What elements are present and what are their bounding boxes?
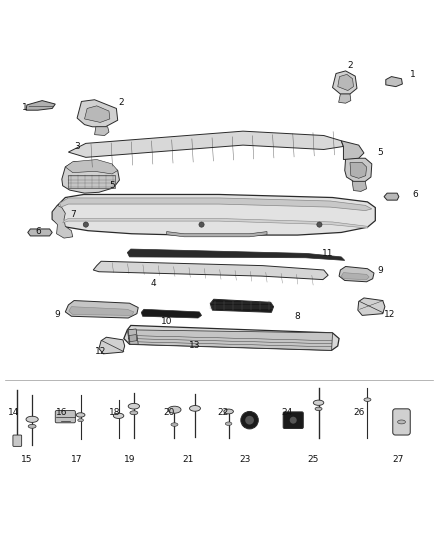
Text: 5: 5 xyxy=(109,181,115,190)
FancyBboxPatch shape xyxy=(55,410,75,423)
Ellipse shape xyxy=(168,406,181,413)
Polygon shape xyxy=(345,158,372,181)
Text: 25: 25 xyxy=(307,455,318,464)
Text: 15: 15 xyxy=(21,455,33,464)
Text: 12: 12 xyxy=(384,310,395,319)
Polygon shape xyxy=(332,71,357,94)
Circle shape xyxy=(83,222,88,227)
Text: 18: 18 xyxy=(109,408,120,417)
Text: 3: 3 xyxy=(74,142,80,151)
Polygon shape xyxy=(68,175,115,188)
Text: 1: 1 xyxy=(22,103,28,111)
Polygon shape xyxy=(358,298,385,316)
Text: 27: 27 xyxy=(392,455,404,464)
Text: 8: 8 xyxy=(295,312,300,321)
Polygon shape xyxy=(339,94,351,103)
Polygon shape xyxy=(63,219,367,228)
Text: 22: 22 xyxy=(218,408,229,417)
Text: 6: 6 xyxy=(413,190,418,199)
Polygon shape xyxy=(384,193,399,200)
Text: 14: 14 xyxy=(8,408,19,417)
Ellipse shape xyxy=(313,400,324,405)
Text: 2: 2 xyxy=(347,61,353,70)
Text: 10: 10 xyxy=(161,317,173,326)
Ellipse shape xyxy=(315,407,322,410)
Polygon shape xyxy=(85,106,110,123)
Polygon shape xyxy=(52,205,73,238)
Circle shape xyxy=(241,411,258,429)
Text: 12: 12 xyxy=(95,347,107,356)
Polygon shape xyxy=(386,77,403,87)
Polygon shape xyxy=(124,326,339,350)
Ellipse shape xyxy=(113,413,124,418)
Text: 6: 6 xyxy=(35,227,41,236)
Polygon shape xyxy=(26,101,55,110)
Text: 9: 9 xyxy=(378,266,383,276)
Ellipse shape xyxy=(28,424,36,428)
Polygon shape xyxy=(141,309,201,318)
Text: 16: 16 xyxy=(56,408,67,417)
Ellipse shape xyxy=(171,423,178,426)
Polygon shape xyxy=(341,272,369,280)
Text: 4: 4 xyxy=(151,279,156,288)
Text: 5: 5 xyxy=(378,149,383,157)
Circle shape xyxy=(245,416,254,425)
Polygon shape xyxy=(352,181,367,191)
Circle shape xyxy=(199,222,204,227)
Text: 19: 19 xyxy=(124,455,135,464)
Polygon shape xyxy=(350,163,367,179)
Ellipse shape xyxy=(398,420,406,424)
Polygon shape xyxy=(28,229,52,236)
Polygon shape xyxy=(127,330,332,350)
Text: 23: 23 xyxy=(240,455,251,464)
Polygon shape xyxy=(338,75,353,91)
Polygon shape xyxy=(68,131,343,157)
Polygon shape xyxy=(341,141,364,159)
Text: 24: 24 xyxy=(281,408,292,417)
Polygon shape xyxy=(69,306,134,316)
Polygon shape xyxy=(62,161,120,193)
Polygon shape xyxy=(60,198,372,211)
Ellipse shape xyxy=(128,403,140,409)
Polygon shape xyxy=(129,335,137,342)
Polygon shape xyxy=(128,329,138,344)
Text: 2: 2 xyxy=(118,98,124,107)
Polygon shape xyxy=(95,127,109,135)
Text: 13: 13 xyxy=(189,341,201,350)
FancyBboxPatch shape xyxy=(283,412,303,429)
Ellipse shape xyxy=(190,406,201,411)
Polygon shape xyxy=(52,195,375,235)
Text: 26: 26 xyxy=(353,408,364,417)
Circle shape xyxy=(317,222,322,227)
Text: 1: 1 xyxy=(410,70,416,79)
Text: 7: 7 xyxy=(70,209,76,219)
Polygon shape xyxy=(210,299,274,312)
Polygon shape xyxy=(99,337,125,354)
Text: 21: 21 xyxy=(183,455,194,464)
Ellipse shape xyxy=(224,409,233,414)
Circle shape xyxy=(290,417,297,424)
Polygon shape xyxy=(77,100,118,127)
Ellipse shape xyxy=(225,422,232,425)
FancyBboxPatch shape xyxy=(13,435,21,446)
FancyBboxPatch shape xyxy=(393,409,410,435)
Polygon shape xyxy=(339,266,374,282)
Ellipse shape xyxy=(364,398,371,401)
Ellipse shape xyxy=(78,418,83,422)
Text: 9: 9 xyxy=(55,310,60,319)
Polygon shape xyxy=(65,159,118,174)
Text: 11: 11 xyxy=(322,249,334,258)
Text: 17: 17 xyxy=(71,455,83,464)
Polygon shape xyxy=(65,301,138,318)
Text: 20: 20 xyxy=(163,408,174,417)
Ellipse shape xyxy=(130,411,138,415)
Ellipse shape xyxy=(26,416,38,422)
Polygon shape xyxy=(127,249,345,261)
Polygon shape xyxy=(93,261,328,280)
Polygon shape xyxy=(166,231,267,237)
Ellipse shape xyxy=(76,413,85,417)
